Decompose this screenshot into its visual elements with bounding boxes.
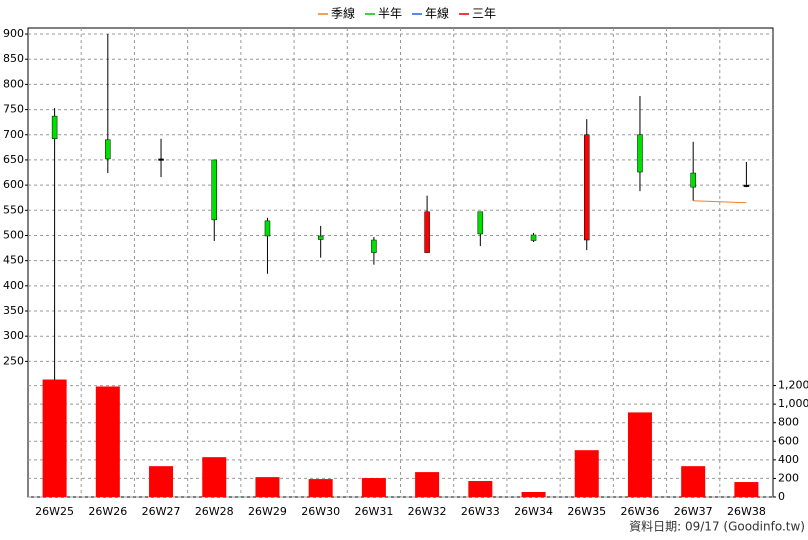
x-tick-label: 26W36 [621,505,660,518]
legend-label: 半年 [378,7,402,21]
y-tick-label: 550 [3,203,24,216]
candle-body [690,172,696,188]
volume-bar [42,379,67,497]
volume-bar [627,412,652,497]
y-tick-label: 800 [3,77,24,90]
y-tick-label: 600 [3,178,24,191]
y-tick-label: 700 [3,128,24,141]
volume-bar [734,482,759,497]
volume-bar [415,472,440,497]
x-tick-label: 26W29 [248,505,287,518]
candle-body [51,115,58,140]
x-tick-label: 26W26 [88,505,127,518]
y-tick-label: 300 [3,329,24,342]
legend-label: 年線 [425,6,449,21]
legend-label: 三年 [472,7,496,21]
legend-label: 季線 [331,6,355,21]
candle-body [637,134,643,173]
x-tick-label: 26W38 [727,505,766,518]
y2-tick-label: 1,200 [778,379,808,392]
y2-tick-label: 1,000 [778,397,808,410]
candle-body [584,134,590,241]
ma-line [693,200,747,204]
y2-tick-label: 0 [778,490,785,503]
volume-bar [574,450,599,497]
volume-bar [521,491,546,497]
candle-body [371,239,377,253]
y-tick-label: 400 [3,279,24,292]
y-tick-label: 500 [3,228,24,241]
footer: 資料日期: 09/17 (Goodinfo.tw) [629,520,805,534]
volume-bar [361,478,386,497]
x-tick-label: 26W35 [567,505,606,518]
y2-tick-label: 600 [778,434,799,447]
candle-body [424,211,430,253]
y-tick-label: 250 [3,354,24,367]
x-tick-label: 26W33 [461,505,500,518]
y-tick-label: 750 [3,103,24,116]
candle-body [264,220,271,237]
x-tick-label: 26W37 [674,505,713,518]
x-tick-label: 26W25 [35,505,74,518]
x-tick-label: 26W34 [514,505,553,518]
x-tick-label: 26W27 [142,505,181,518]
volume-bar [95,386,120,497]
candle-body [530,234,537,241]
x-tick-label: 26W32 [408,505,447,518]
x-tick-label: 26W28 [195,505,234,518]
y2-tick-label: 400 [778,453,799,466]
candle-body [211,159,217,221]
y-tick-label: 900 [3,27,24,40]
volume-bar [468,481,493,497]
x-tick-label: 26W31 [354,505,393,518]
candle-body [317,235,324,240]
x-tick-label: 26W30 [301,505,340,518]
volume-bar [308,479,333,497]
y-tick-label: 450 [3,254,24,267]
y-tick-label: 650 [3,153,24,166]
candle-body [743,184,750,187]
volume-bar [202,457,227,497]
volume-bar [255,477,280,497]
y2-tick-label: 800 [778,416,799,429]
candle-body [477,211,484,235]
volume-bar [681,466,706,497]
y-tick-label: 850 [3,52,24,65]
candle-body [158,158,164,161]
y2-tick-label: 200 [778,471,799,484]
volume-bar [149,466,174,497]
candle-body [105,139,111,160]
y-tick-label: 350 [3,304,24,317]
